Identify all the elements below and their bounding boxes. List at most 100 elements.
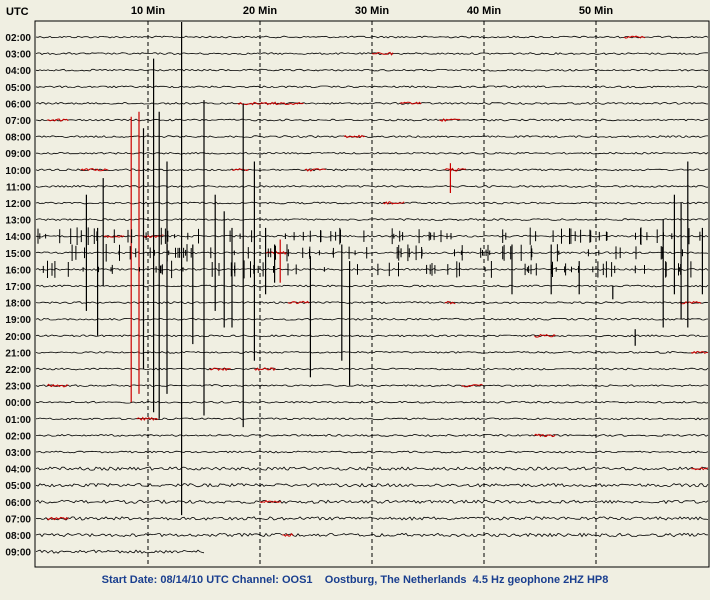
hour-tick-labels: 02:00 03:00 04:00 05:00 06:00 07:00 08:00 09:00… [5,33,31,559]
hour-label: 06:00 [5,498,31,509]
trace-row [35,68,709,72]
hour-label: 18:00 [5,299,31,310]
red-trace-segment [282,532,294,537]
trace-row [35,284,709,288]
trace-row [35,351,709,354]
trace-row [35,52,709,55]
trace-row [35,334,708,338]
red-trace-segment [209,367,231,371]
trace-row [35,168,709,172]
hour-label: 20:00 [5,332,31,343]
trace-row [35,367,709,371]
trace-row [35,151,709,155]
minute-label-50: 50 Min [579,5,614,17]
hour-label: 07:00 [5,116,31,127]
trace-row [35,499,709,505]
red-trace-segment [287,300,310,305]
trace-row [35,85,709,89]
red-trace-segment [382,201,405,205]
trace-row [35,301,709,304]
trace-row [35,450,709,454]
red-trace-segment [399,101,422,105]
hour-label: 11:00 [6,182,31,193]
hour-label: 09:00 [5,548,31,559]
hour-label: 07:00 [5,514,31,525]
utc-axis-label: UTC [6,6,29,18]
red-trace-segment [265,250,287,255]
red-trace-segment [46,516,69,521]
trace-row [35,185,709,188]
trace-row [35,532,709,538]
red-trace-segment [679,300,702,305]
trace-row [35,549,205,554]
red-trace-segment [80,168,108,172]
red-trace-segment [534,433,556,438]
red-trace-segment [444,300,456,305]
trace-row [35,516,709,521]
trace-row [35,101,709,105]
hour-label: 06:00 [5,99,31,110]
hour-label: 21:00 [5,348,31,359]
minute-label-30: 30 Min [355,5,390,17]
hour-label: 22:00 [5,365,31,376]
minute-label-40: 40 Min [467,5,502,17]
hour-label: 08:00 [5,531,31,542]
helicorder-plot: UTC 10 Min 20 Min 30 Min 40 Min 50 Min 02:00… [5,5,710,568]
hour-label: 10:00 [5,166,31,177]
red-trace-segment [343,134,366,139]
hour-label: 05:00 [5,83,31,94]
hour-label: 05:00 [5,481,31,492]
red-trace-segment [136,416,159,421]
red-trace-segment [237,101,304,106]
minute-gridlines [147,21,597,567]
red-trace-segment [461,383,483,388]
trace-row [35,400,709,404]
red-trace-segment [371,51,394,56]
trace-row [35,218,709,222]
hour-label: 01:00 [5,415,31,426]
trace-row [35,466,709,471]
red-trace-segment [47,118,69,122]
hour-label: 03:00 [5,50,31,61]
hour-label: 15:00 [5,249,31,260]
trace-row [35,118,708,122]
trace-row [35,201,709,205]
red-trace-segment [259,499,282,504]
red-trace-segment [690,350,708,354]
minute-label-20: 20 Min [243,5,278,17]
red-trace-segment [623,35,646,39]
trace-row [35,317,709,321]
minute-tick-labels: 10 Min 20 Min 30 Min 40 Min 50 Min [131,5,614,17]
hour-label: 17:00 [5,282,31,293]
trace-row [36,434,709,437]
caption-footer: Start Date: 08/14/10 UTC Channel: OOS1 O… [101,574,609,586]
hour-label: 02:00 [5,33,31,44]
hour-label: 13:00 [5,216,31,227]
hour-label: 23:00 [5,382,31,393]
red-trace-segment [231,167,249,172]
trace-row [35,482,709,488]
hour-label: 09:00 [5,149,31,160]
hour-label: 02:00 [5,431,31,442]
hour-label: 14:00 [5,232,31,243]
seismic-traces [35,22,709,554]
red-trace-segment [439,118,461,122]
red-trace-segment [103,235,125,238]
red-trace-segment [691,467,709,471]
red-trace-segment [304,168,326,172]
trace-row [35,135,708,139]
red-trace-segment [46,383,69,388]
trace-row [35,268,709,271]
hour-label: 00:00 [5,398,31,409]
trace-row [35,35,709,39]
red-trace-segment [534,333,556,338]
hour-label: 08:00 [5,133,31,144]
hour-label: 16:00 [5,265,31,276]
hour-label: 04:00 [5,465,31,476]
red-trace-segment [254,367,276,372]
trace-row [35,251,709,255]
hour-label: 12:00 [5,199,31,210]
trace-row [35,384,709,387]
red-trace-segment [444,167,466,172]
